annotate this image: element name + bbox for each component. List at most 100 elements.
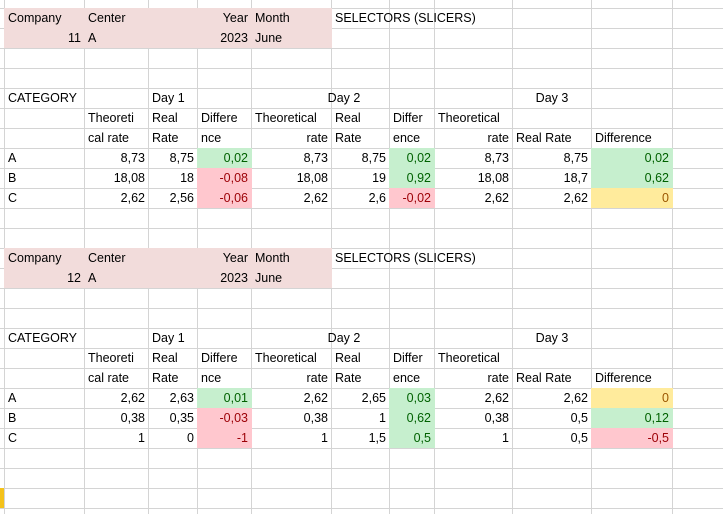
value-cell[interactable]: 8,75 bbox=[169, 151, 194, 165]
value-cell[interactable]: 18,08 bbox=[296, 171, 328, 185]
category-cell[interactable]: A bbox=[8, 391, 17, 405]
column-header[interactable]: cal rate bbox=[88, 371, 129, 385]
value-cell[interactable]: 0,35 bbox=[169, 411, 194, 425]
value-cell[interactable]: 2,62 bbox=[484, 191, 509, 205]
column-header[interactable]: Differe bbox=[201, 111, 238, 125]
value-cell[interactable]: 2,6 bbox=[368, 191, 386, 205]
column-header[interactable]: Differ bbox=[393, 111, 423, 125]
column-header[interactable]: Theoreti bbox=[88, 111, 134, 125]
column-header[interactable]: Difference bbox=[595, 131, 652, 145]
center-value[interactable]: A bbox=[84, 28, 149, 48]
column-header[interactable]: ence bbox=[393, 131, 421, 145]
difference-cell[interactable]: 0,92 bbox=[389, 168, 435, 188]
month-label[interactable]: Month bbox=[251, 8, 332, 28]
value-cell[interactable]: 1 bbox=[321, 431, 328, 445]
value-cell[interactable]: 8,73 bbox=[120, 151, 145, 165]
value-cell[interactable]: 1 bbox=[502, 431, 509, 445]
difference-cell[interactable]: -0,06 bbox=[197, 188, 252, 208]
difference-cell[interactable]: 0,02 bbox=[591, 148, 673, 168]
value-cell[interactable]: 18 bbox=[180, 171, 194, 185]
value-cell[interactable]: 2,56 bbox=[169, 191, 194, 205]
column-header[interactable]: Difference bbox=[595, 371, 652, 385]
column-header[interactable]: Rate bbox=[152, 131, 179, 145]
selectors-label[interactable]: SELECTORS (SLICERS) bbox=[335, 251, 476, 265]
column-header[interactable]: Real bbox=[335, 351, 361, 365]
difference-cell[interactable]: 0,03 bbox=[389, 388, 435, 408]
difference-cell[interactable]: -1 bbox=[197, 428, 252, 448]
company-label[interactable]: Company bbox=[4, 248, 85, 268]
column-header[interactable]: Differe bbox=[201, 351, 238, 365]
year-label[interactable]: Year bbox=[197, 248, 252, 268]
column-header[interactable]: Real Rate bbox=[516, 131, 572, 145]
company-value[interactable]: 12 bbox=[4, 268, 85, 288]
difference-cell[interactable]: -0,02 bbox=[389, 188, 435, 208]
difference-cell[interactable]: 0 bbox=[591, 188, 673, 208]
category-cell[interactable]: C bbox=[8, 191, 18, 205]
year-value[interactable]: 2023 bbox=[197, 28, 252, 48]
day-label[interactable]: Day 3 bbox=[535, 331, 569, 345]
value-cell[interactable]: 8,73 bbox=[484, 151, 509, 165]
value-cell[interactable]: 2,62 bbox=[484, 391, 509, 405]
value-cell[interactable]: 8,73 bbox=[303, 151, 328, 165]
column-header[interactable]: Theoretical bbox=[255, 111, 317, 125]
category-cell[interactable]: B bbox=[8, 411, 17, 425]
difference-cell[interactable]: -0,08 bbox=[197, 168, 252, 188]
column-header[interactable]: nce bbox=[201, 131, 222, 145]
value-cell[interactable]: 18,7 bbox=[563, 171, 588, 185]
empty-cell[interactable] bbox=[148, 248, 198, 268]
selectors-label[interactable]: SELECTORS (SLICERS) bbox=[335, 11, 476, 25]
difference-cell[interactable]: -0,03 bbox=[197, 408, 252, 428]
value-cell[interactable]: 2,63 bbox=[169, 391, 194, 405]
column-header[interactable]: Differ bbox=[393, 351, 423, 365]
category-cell[interactable]: B bbox=[8, 171, 17, 185]
category-cell[interactable]: C bbox=[8, 431, 18, 445]
value-cell[interactable]: 0,5 bbox=[570, 431, 588, 445]
column-header[interactable]: nce bbox=[201, 371, 222, 385]
column-header[interactable]: Theoretical bbox=[438, 351, 500, 365]
column-header[interactable]: Real bbox=[335, 111, 361, 125]
value-cell[interactable]: 2,62 bbox=[563, 191, 588, 205]
column-header[interactable]: rate bbox=[487, 371, 509, 385]
value-cell[interactable]: 8,75 bbox=[361, 151, 386, 165]
value-cell[interactable]: 0,38 bbox=[484, 411, 509, 425]
day-label[interactable]: Day 2 bbox=[327, 331, 361, 345]
value-cell[interactable]: 0 bbox=[187, 431, 194, 445]
column-header[interactable]: Theoretical bbox=[438, 111, 500, 125]
difference-cell[interactable]: 0,02 bbox=[389, 148, 435, 168]
value-cell[interactable]: 0,5 bbox=[570, 411, 588, 425]
difference-cell[interactable]: 0,62 bbox=[591, 168, 673, 188]
difference-cell[interactable]: 0,01 bbox=[197, 388, 252, 408]
month-label[interactable]: Month bbox=[251, 248, 332, 268]
column-header[interactable]: rate bbox=[306, 131, 328, 145]
value-cell[interactable]: 1,5 bbox=[368, 431, 386, 445]
year-value[interactable]: 2023 bbox=[197, 268, 252, 288]
month-value[interactable]: June bbox=[251, 268, 332, 288]
column-header[interactable]: cal rate bbox=[88, 131, 129, 145]
center-label[interactable]: Center bbox=[84, 248, 149, 268]
column-header[interactable]: Real bbox=[152, 351, 178, 365]
value-cell[interactable]: 8,75 bbox=[563, 151, 588, 165]
value-cell[interactable]: 0,38 bbox=[303, 411, 328, 425]
category-label[interactable]: CATEGORY bbox=[8, 91, 77, 105]
column-header[interactable]: rate bbox=[306, 371, 328, 385]
difference-cell[interactable]: 0,12 bbox=[591, 408, 673, 428]
center-value[interactable]: A bbox=[84, 268, 149, 288]
column-header[interactable]: ence bbox=[393, 371, 421, 385]
difference-cell[interactable]: 0,5 bbox=[389, 428, 435, 448]
empty-cell[interactable] bbox=[148, 8, 198, 28]
empty-cell[interactable] bbox=[148, 268, 198, 288]
column-header[interactable]: Theoreti bbox=[88, 351, 134, 365]
value-cell[interactable]: 0,38 bbox=[120, 411, 145, 425]
year-label[interactable]: Year bbox=[197, 8, 252, 28]
category-label[interactable]: CATEGORY bbox=[8, 331, 77, 345]
column-header[interactable]: Rate bbox=[152, 371, 179, 385]
column-header[interactable]: Rate bbox=[335, 371, 362, 385]
day-label[interactable]: Day 1 bbox=[152, 91, 185, 105]
category-cell[interactable]: A bbox=[8, 151, 17, 165]
column-header[interactable]: Theoretical bbox=[255, 351, 317, 365]
day-label[interactable]: Day 1 bbox=[152, 331, 185, 345]
column-header[interactable]: Rate bbox=[335, 131, 362, 145]
value-cell[interactable]: 2,62 bbox=[120, 191, 145, 205]
empty-cell[interactable] bbox=[148, 28, 198, 48]
value-cell[interactable]: 19 bbox=[372, 171, 386, 185]
